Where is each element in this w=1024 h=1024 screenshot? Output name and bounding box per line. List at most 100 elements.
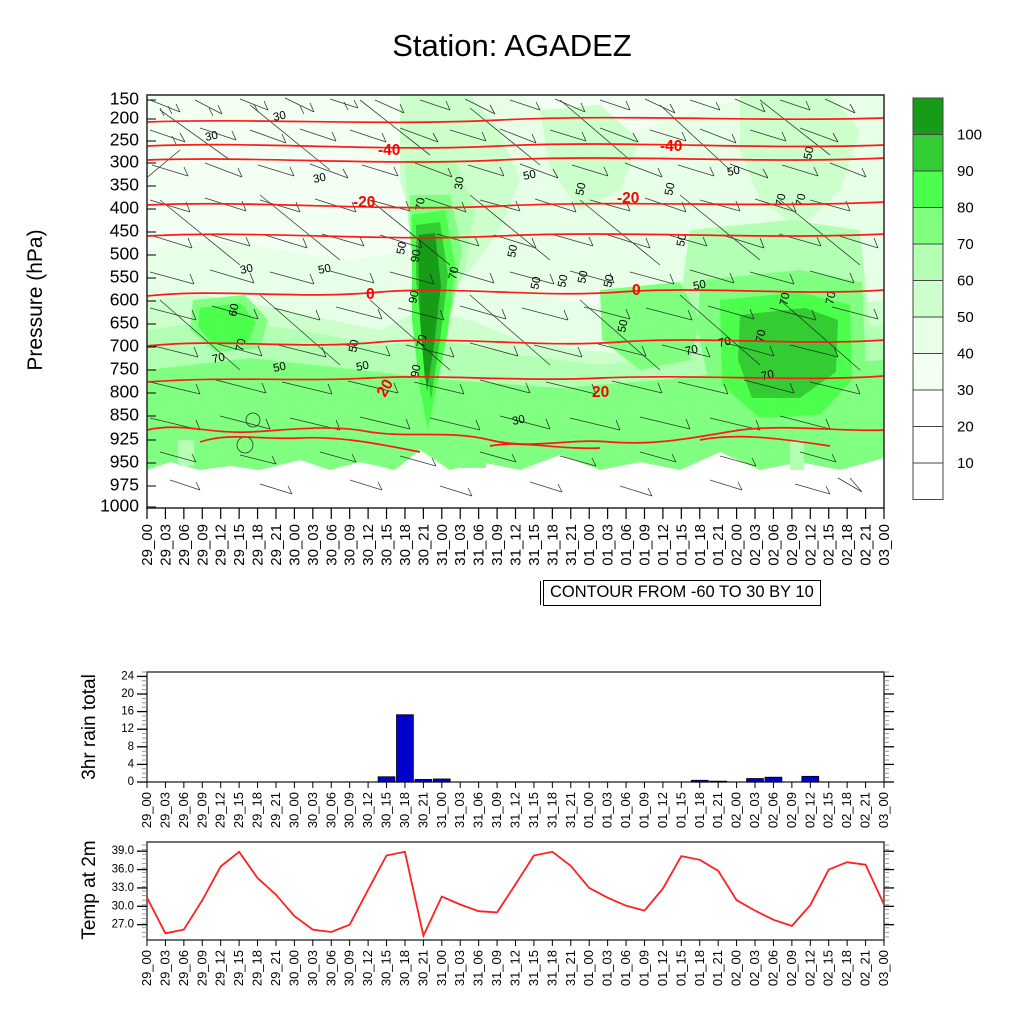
xtick-label: 01_09 xyxy=(636,524,653,566)
svg-text:70: 70 xyxy=(760,369,775,383)
rain-xtick-label: 02_03 xyxy=(747,792,762,828)
xtick-label: 31_00 xyxy=(434,524,451,566)
temp-xtick-label: 02_09 xyxy=(784,950,799,986)
svg-text:90: 90 xyxy=(407,290,421,305)
temp-xtick-label: 01_21 xyxy=(710,950,725,986)
colorbar-label: 40 xyxy=(957,345,974,362)
xtick-label: 01_03 xyxy=(600,524,617,566)
temp-xtick-label: 31_03 xyxy=(452,950,467,986)
rain-xlabels: 29_00 29_03 29_06 29_09 29_12 29_15 29_18 29_21… xyxy=(139,792,891,828)
colorbar-label: 60 xyxy=(957,272,974,289)
colorbar-label: 20 xyxy=(957,418,974,435)
xtick-label: 29_15 xyxy=(231,524,248,566)
contour-label-20-b: 20 xyxy=(592,384,609,401)
svg-text:50: 50 xyxy=(602,274,616,289)
xtick-label: 29_12 xyxy=(213,524,230,566)
temp-ytick-label: 36.0 xyxy=(112,864,134,876)
pressure-axis-title: Pressure (hPa) xyxy=(24,229,47,370)
temp-xtick-label: 29_09 xyxy=(194,950,209,986)
temp-ytick-label: 33.0 xyxy=(112,882,134,894)
rain-xtick-label: 29_12 xyxy=(213,792,228,828)
temp-xtick-label: 01_03 xyxy=(600,950,615,986)
xtick-label: 29_00 xyxy=(139,524,156,566)
contour-label-20: 20 xyxy=(374,377,397,400)
svg-text:600: 600 xyxy=(110,290,139,310)
rain-bars xyxy=(377,714,820,783)
rain-xtick-label: 01_18 xyxy=(692,792,707,828)
rain-ytick-label: 4 xyxy=(128,758,135,770)
svg-text:70: 70 xyxy=(684,344,699,358)
svg-text:250: 250 xyxy=(110,130,139,150)
svg-text:70: 70 xyxy=(414,197,428,211)
temp-ytick-label: 27.0 xyxy=(112,919,134,931)
temp-panel: 27.0 30.0 33.0 36.0 39.0 29_00 29_03 29_06 29_0… xyxy=(0,830,1024,1020)
temp-xticks xyxy=(146,940,885,946)
svg-text:400: 400 xyxy=(110,198,139,218)
xtick-label: 02_21 xyxy=(858,524,875,566)
svg-text:70: 70 xyxy=(234,338,248,353)
rain-xtick-label: 29_15 xyxy=(231,792,246,828)
temp-xtick-label: 01_18 xyxy=(692,950,707,986)
rain-xtick-label: 01_09 xyxy=(636,792,651,828)
rain-xtick-label: 02_21 xyxy=(858,792,873,828)
rain-xtick-label: 02_00 xyxy=(729,792,744,828)
colorbar-band xyxy=(912,97,944,135)
rain-xtick-label: 02_06 xyxy=(765,792,780,828)
xtick-label: 01_18 xyxy=(692,524,709,566)
temp-xtick-label: 31_06 xyxy=(471,950,486,986)
rain-bar xyxy=(396,714,414,783)
xtick-label: 02_12 xyxy=(802,524,819,566)
rain-xtick-label: 29_03 xyxy=(157,792,172,828)
temp-xtick-label: 01_09 xyxy=(636,950,651,986)
rain-xtick-label: 02_12 xyxy=(802,792,817,828)
rain-xtick-label: 31_09 xyxy=(489,792,504,828)
colorbar-band xyxy=(912,207,944,245)
temp-xtick-label: 30_15 xyxy=(379,950,394,986)
temp-xtick-label: 02_03 xyxy=(747,950,762,986)
svg-text:90: 90 xyxy=(409,249,423,264)
rain-bar xyxy=(801,775,820,783)
xtick-label: 30_18 xyxy=(397,524,414,566)
temp-xtick-label: 29_18 xyxy=(250,950,265,986)
rain-xtick-label: 31_15 xyxy=(526,792,541,828)
xtick-label: 30_12 xyxy=(360,524,377,566)
temp-xtick-label: 30_18 xyxy=(397,950,412,986)
rain-xtick-label: 29_06 xyxy=(176,792,191,828)
xtick-label: 01_12 xyxy=(655,524,672,566)
temp-yaxis: 27.0 30.0 33.0 36.0 39.0 xyxy=(112,844,894,938)
svg-text:70: 70 xyxy=(778,292,792,307)
temp-xtick-label: 29_12 xyxy=(213,950,228,986)
svg-text:925: 925 xyxy=(110,429,139,449)
rain-xtick-label: 01_21 xyxy=(710,792,725,828)
xtick-label: 02_03 xyxy=(747,524,764,566)
temp-xtick-label: 30_12 xyxy=(360,950,375,986)
colorbar-label: 50 xyxy=(957,309,974,326)
temp-xtick-label: 02_06 xyxy=(765,950,780,986)
xtick-label: 02_18 xyxy=(839,524,856,566)
rain-xtick-label: 30_12 xyxy=(360,792,375,828)
rain-xtick-label: 01_03 xyxy=(600,792,615,828)
rain-ytick-label: 16 xyxy=(121,706,134,718)
pressure-axis: 150 200 250 300 350 400 450 500 550 600 … xyxy=(100,89,156,516)
rain-yaxis: 0 4 8 12 16 20 24 xyxy=(121,670,894,788)
contour-label-minus20: -20 xyxy=(353,194,375,211)
rain-bar xyxy=(746,778,764,783)
xtick-label: 31_12 xyxy=(508,524,525,566)
temp-xtick-label: 02_12 xyxy=(802,950,817,986)
temperature-contour-labels: -40 -40 -20 -20 0 0 20 20 xyxy=(353,138,682,401)
xtick-label: 30_00 xyxy=(286,524,303,566)
colorbar-label: 80 xyxy=(957,199,974,216)
svg-text:60: 60 xyxy=(227,303,241,318)
rain-xtick-label: 01_06 xyxy=(618,792,633,828)
rain-xtick-label: 31_12 xyxy=(508,792,523,828)
xtick-label: 30_03 xyxy=(305,524,322,566)
xtick-label: 29_03 xyxy=(157,524,174,566)
xtick-label: 02_00 xyxy=(729,524,746,566)
rain-ytick-label: 12 xyxy=(121,723,134,735)
svg-text:550: 550 xyxy=(110,267,139,287)
svg-text:70: 70 xyxy=(447,266,461,281)
svg-text:350: 350 xyxy=(110,175,139,195)
xtick-label: 02_09 xyxy=(784,524,801,566)
temp-xtick-label: 30_09 xyxy=(342,950,357,986)
